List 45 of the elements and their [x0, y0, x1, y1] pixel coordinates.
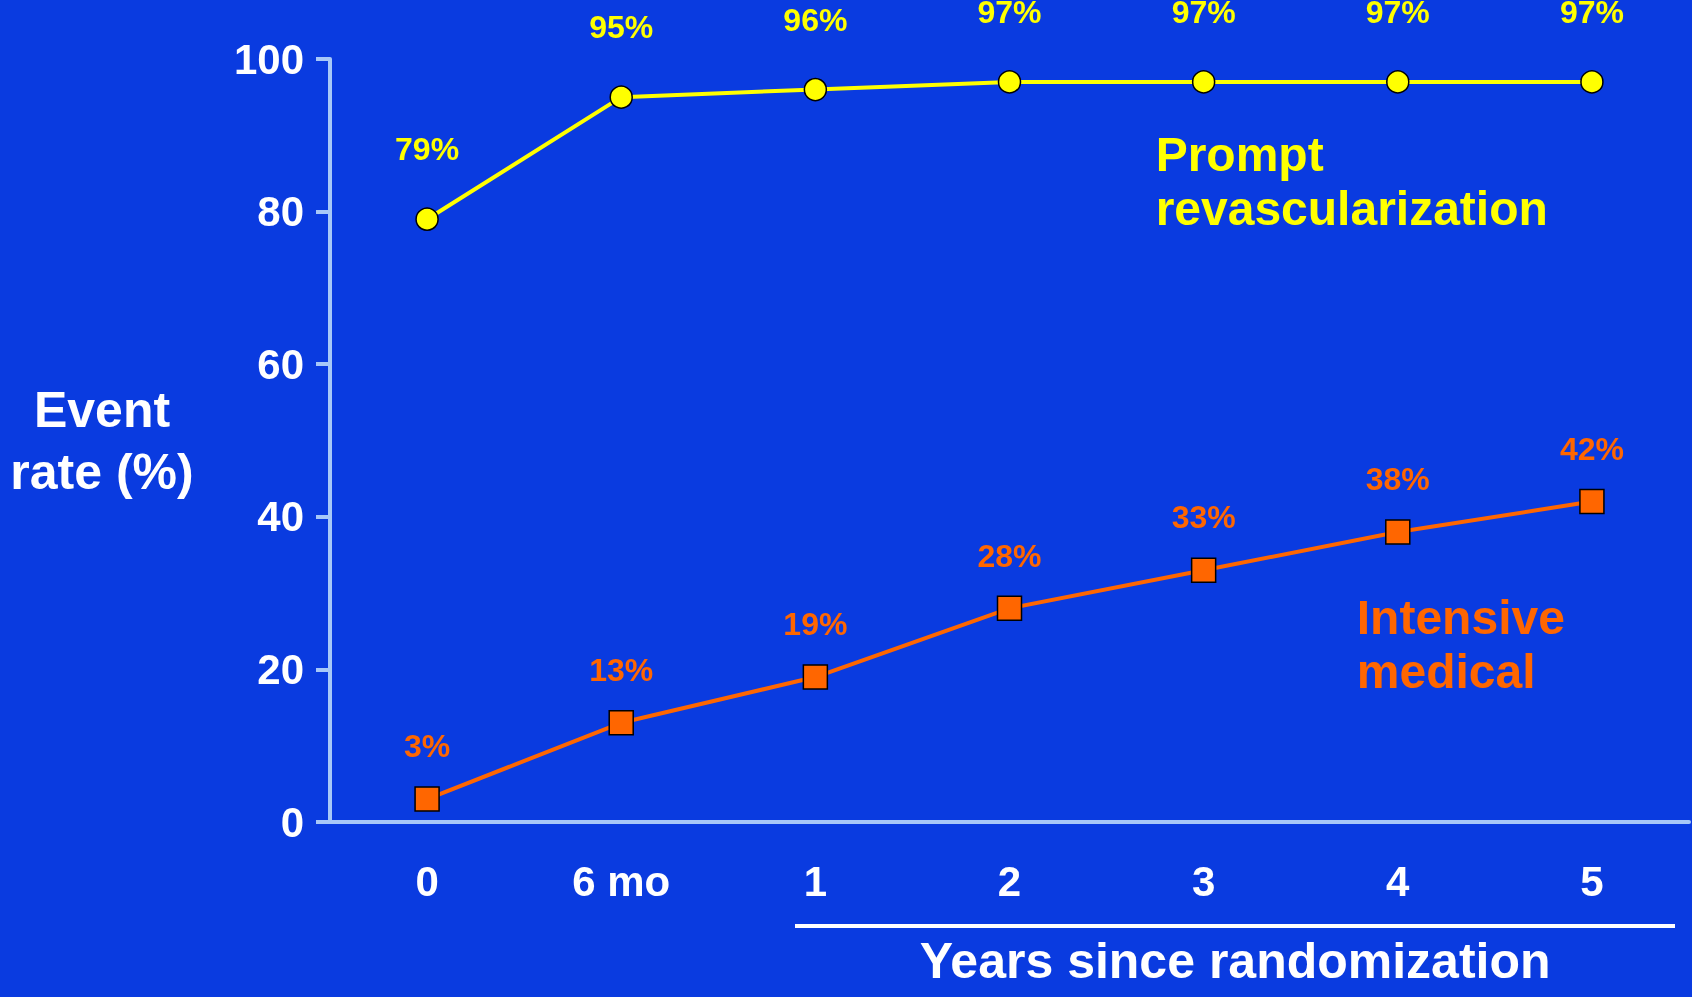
y-tick-label: 100: [233, 35, 304, 83]
y-tick-label: 80: [257, 188, 304, 236]
y-tick-label: 40: [257, 493, 304, 541]
y-axis-title: Event rate (%): [10, 381, 194, 500]
data-label: 95%: [589, 9, 654, 46]
point: [1579, 488, 1605, 515]
data-label: 13%: [589, 652, 654, 689]
data-label: 96%: [783, 1, 848, 38]
data-label: 38%: [1365, 461, 1430, 498]
point: [1190, 557, 1217, 583]
x-tick-label: 4: [1386, 857, 1411, 905]
point: [997, 70, 1022, 94]
data-label: 79%: [395, 131, 460, 168]
data-label: 3%: [403, 728, 451, 765]
point: [803, 77, 828, 102]
data-label: 97%: [1365, 0, 1430, 31]
data-label: 97%: [977, 0, 1042, 31]
y-tick-label: 20: [257, 645, 304, 693]
data-label: 42%: [1559, 430, 1624, 467]
series-label: Intensive medical: [1356, 591, 1565, 699]
point: [609, 85, 633, 109]
x-tick-label: 5: [1580, 857, 1604, 905]
y-tick-label: 0: [280, 798, 304, 846]
point: [1580, 70, 1604, 94]
point: [415, 207, 439, 231]
data-label: 97%: [1171, 0, 1236, 31]
data-label: 28%: [977, 537, 1042, 574]
x-tick-label: 1: [803, 857, 828, 905]
x-tick-label: 3: [1191, 857, 1216, 905]
point: [996, 595, 1023, 622]
data-label: 97%: [1559, 0, 1624, 31]
data-label: 19%: [783, 606, 848, 643]
data-label: 33%: [1171, 499, 1236, 536]
point: [1386, 70, 1410, 94]
point: [608, 710, 634, 736]
x-axis-title: Years since randomization: [918, 932, 1552, 990]
point: [802, 664, 829, 690]
x-tick-label: 2: [997, 857, 1022, 905]
x-tick-label: 6 mo: [572, 857, 671, 905]
series-label: Prompt revascularization: [1155, 128, 1548, 236]
point: [1385, 519, 1411, 545]
point: [1191, 70, 1216, 94]
x-tick-label: 0: [415, 857, 439, 905]
point: [414, 786, 440, 812]
y-tick-label: 60: [257, 340, 304, 388]
